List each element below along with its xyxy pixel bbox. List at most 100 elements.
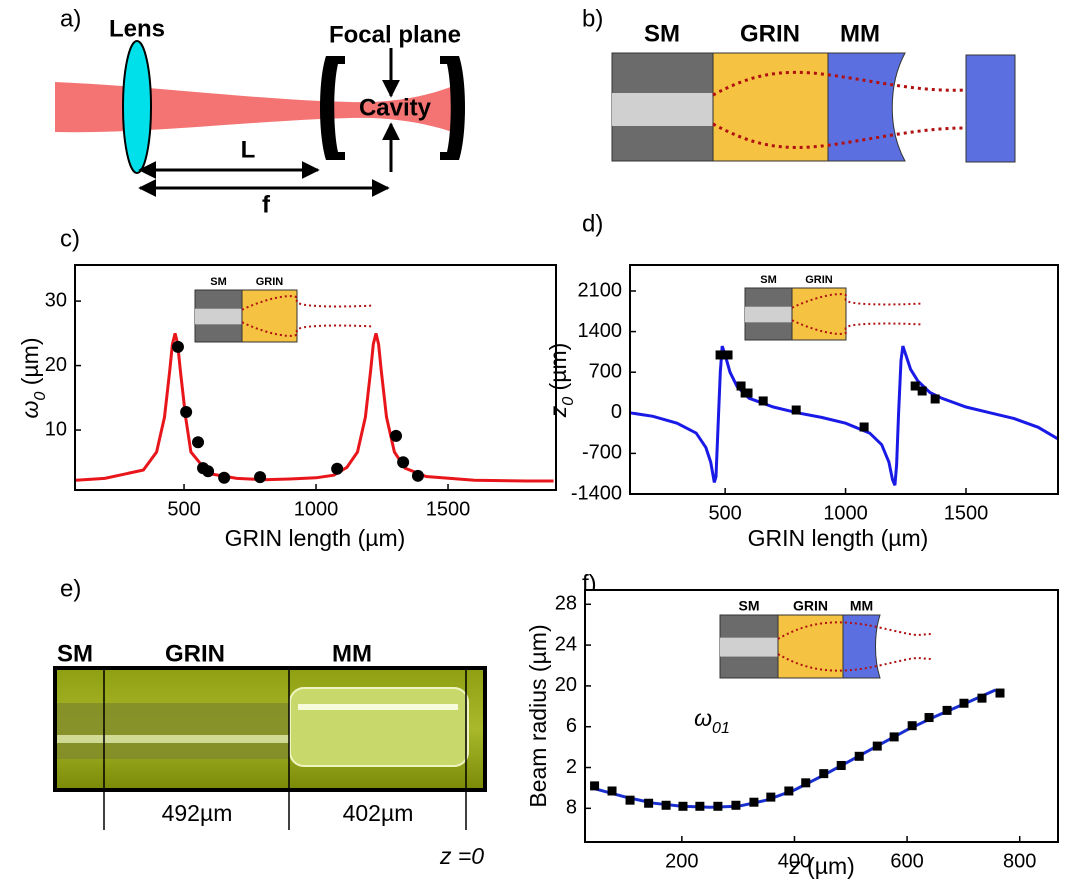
data-point [749,797,759,807]
reflection [298,704,458,710]
y-tick-label: 10 [45,418,67,440]
y-tick-label: 700 [589,360,622,382]
inset: SM GRIN [194,276,373,343]
grin-fiber [712,52,829,162]
inset-beam [241,295,373,311]
inset-segment [241,289,298,343]
data-point [202,465,215,478]
label: L [241,136,256,163]
panel-label: c) [60,225,80,252]
y-tick-label: 1400 [578,320,623,342]
inset-beam [241,321,373,337]
inset-label: GRIN [793,598,828,614]
x-tick-label: 1000 [823,502,868,524]
inset-segment [842,614,881,679]
y-tick-label: 8 [566,797,577,819]
data-point [819,769,829,779]
y-tick-label: 24 [555,633,577,655]
subscript: 0 [31,392,49,401]
data-point [695,801,705,811]
y-tick-label: -700 [582,442,622,464]
unit: (µm) [801,853,855,879]
diagram-a: Lens Focal plane Cavity L f [55,15,465,218]
data-point [854,751,864,761]
data-point [766,792,776,802]
inset-core [195,308,242,325]
unit: (µm) [545,343,571,397]
y-tick-label: 6 [566,715,577,737]
panel-label: e) [60,575,81,602]
core [57,735,290,743]
label: GRIN [740,20,800,47]
data-point [678,801,688,811]
length-label: 402µm [343,800,414,826]
data-point [723,350,733,360]
data-point [180,405,193,418]
data-point [715,350,725,360]
data-point [731,800,741,810]
x-axis-label: GRIN length (µm) [225,525,406,551]
beam [55,82,458,134]
symbol: ω [17,401,43,419]
length-label: 492µm [162,800,233,826]
mm-fiber [827,52,906,162]
label: Cavity [359,94,432,121]
data-line [629,345,1059,486]
x-tick-label: 500 [708,502,741,524]
x-tick-label: 200 [665,850,698,872]
data-point [907,721,917,731]
label: GRIN [165,640,225,667]
data-point [743,388,753,398]
data-point [872,741,882,751]
data-point [625,795,635,805]
x-axis-label: GRIN length (µm) [748,525,929,551]
data-point [644,798,654,808]
photo-e: SM GRIN MM 492µm 402µm z =0 [53,640,487,869]
axes-frame [584,589,1059,843]
mirror [965,54,1016,163]
mm-fiber [289,687,469,767]
data-point [192,436,205,449]
inset-label: SM [210,276,227,288]
label: MM [332,640,372,667]
data-point [801,778,811,788]
y-tick-label: 2 [566,756,577,778]
data-point [836,760,846,770]
beam [712,122,967,149]
data-point [889,732,899,742]
inset-label: GRIN [805,274,833,286]
panel-label: a) [60,5,81,32]
data-point [397,456,410,469]
data-point [254,471,267,484]
mirror [320,56,345,160]
inset-segment [791,287,847,341]
x-tick-label: 1000 [294,498,339,520]
data-point [859,422,869,432]
data-point [590,781,600,791]
data-point [924,713,934,723]
data-point [917,386,927,396]
inset-beam [777,653,933,672]
x-tick-label: 400 [778,850,811,872]
data-point [713,801,723,811]
label: Lens [109,15,165,42]
y-axis-label: z0 (µm) [545,343,577,419]
y-tick-label: 2100 [578,279,623,301]
lens [122,40,152,174]
diagram-b: SM GRIN MM [611,20,1016,163]
axes-frame [629,264,1059,495]
y-tick-label: -1400 [571,482,622,504]
inset-core [745,306,792,323]
data-point [218,471,231,484]
data-point [995,688,1005,698]
label: SM [644,20,680,47]
label: SM [57,640,93,667]
y-axis-label: Beam radius (µm) [525,624,551,807]
y-tick-label: 30 [45,289,67,311]
annotation: ω01 [694,705,730,737]
data-point [791,405,801,415]
data-point [930,394,940,404]
inset-core [720,637,778,657]
x-tick-label: 500 [167,498,200,520]
symbol: z [788,853,801,879]
